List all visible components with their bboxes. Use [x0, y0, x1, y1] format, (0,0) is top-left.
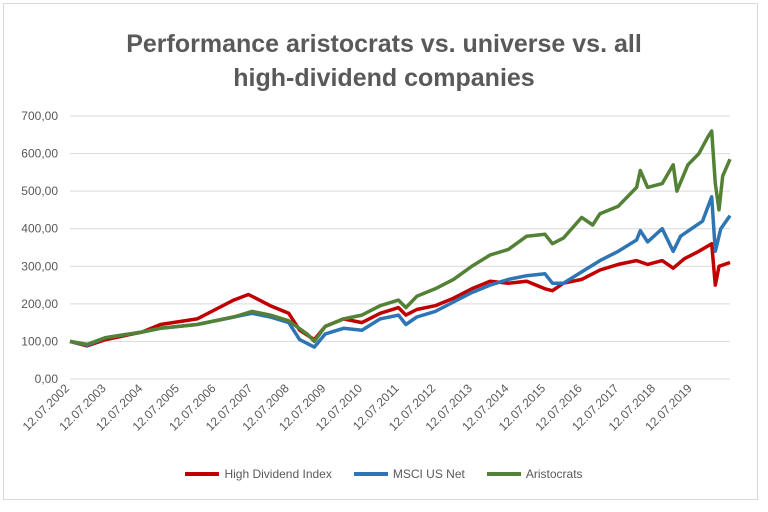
legend-swatch	[353, 472, 388, 476]
legend-label: MSCI US Net	[392, 467, 465, 481]
y-tick-label: 300,00	[21, 259, 58, 273]
y-tick-label: 400,00	[21, 222, 58, 236]
legend-swatch	[185, 472, 220, 476]
y-tick-label: 100,00	[21, 334, 58, 348]
y-tick-label: 200,00	[21, 297, 58, 311]
legend: High Dividend Index MSCI US Net Aristocr…	[0, 467, 768, 481]
legend-swatch	[486, 472, 521, 476]
legend-item-high-dividend: High Dividend Index	[185, 467, 332, 481]
chart-frame	[3, 3, 758, 500]
legend-item-aristocrats: Aristocrats	[486, 467, 583, 481]
series-line-high-dividend-index	[69, 241, 731, 348]
y-tick-label: 500,00	[21, 184, 58, 198]
chart-title-line-2: high-dividend companies	[233, 64, 535, 92]
series-line-aristocrats	[69, 129, 732, 347]
y-tick-label: 600,00	[21, 147, 58, 161]
legend-item-msci: MSCI US Net	[353, 467, 465, 481]
y-tick-label: 700,00	[21, 109, 58, 123]
y-tick-label: 0,00	[35, 372, 59, 386]
series-line-msci-us-net	[69, 195, 732, 349]
legend-label: High Dividend Index	[224, 467, 332, 481]
chart-title-line-1: Performance aristocrats vs. universe vs.…	[126, 30, 642, 58]
legend-label: Aristocrats	[525, 467, 583, 481]
